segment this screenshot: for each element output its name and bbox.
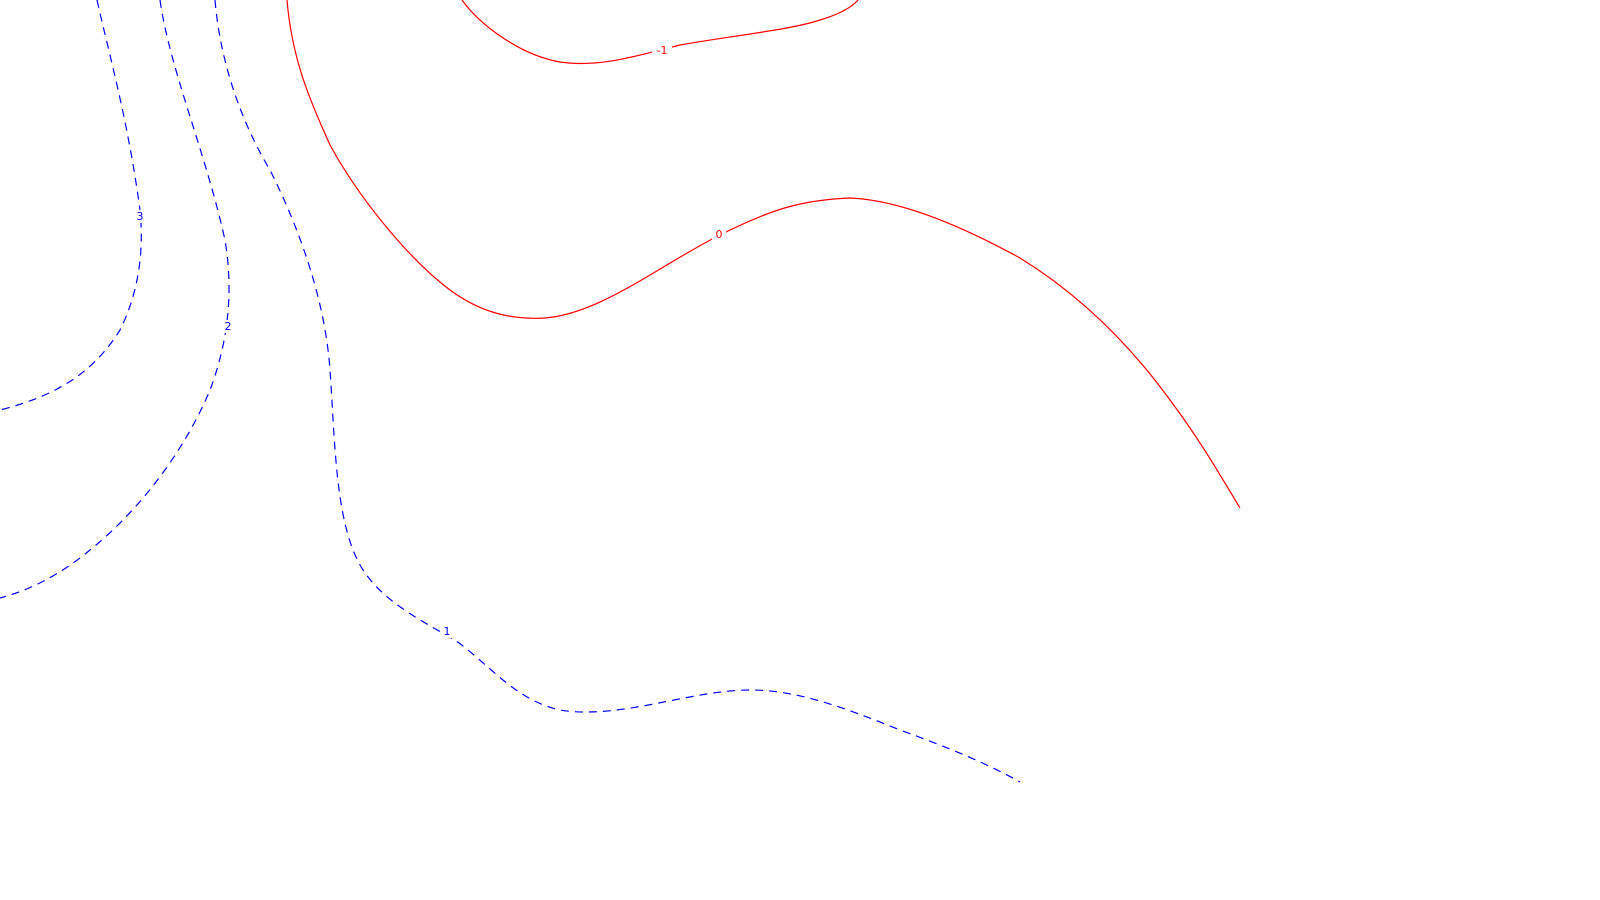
- contour-level-2: 2: [0, 0, 235, 599]
- contour-level-1: 1: [214, 0, 1021, 783]
- contour-label-bg-minus-1: [652, 44, 672, 57]
- contour-line-3: [0, 0, 142, 411]
- contour-level-0: 0: [286, 0, 1241, 509]
- contour-label-bg-3: [133, 210, 147, 223]
- contour-label-bg-0: [712, 228, 726, 241]
- contour-line-2: [0, 0, 230, 599]
- contour-label-bg-1: [440, 625, 454, 638]
- contour-level-3: 3: [0, 0, 147, 411]
- contour-label-2: 2: [225, 320, 232, 333]
- contour-line-1: [214, 0, 1021, 783]
- contour-label-bg-2: [221, 320, 235, 333]
- contour-label-0: 0: [716, 228, 723, 241]
- contour-line-0: [286, 0, 1241, 509]
- contour-level-minus-1: -1: [461, 0, 859, 65]
- contour-label-minus-1: -1: [657, 44, 668, 57]
- contour-label-1: 1: [444, 625, 451, 638]
- contour-label-3: 3: [137, 210, 144, 223]
